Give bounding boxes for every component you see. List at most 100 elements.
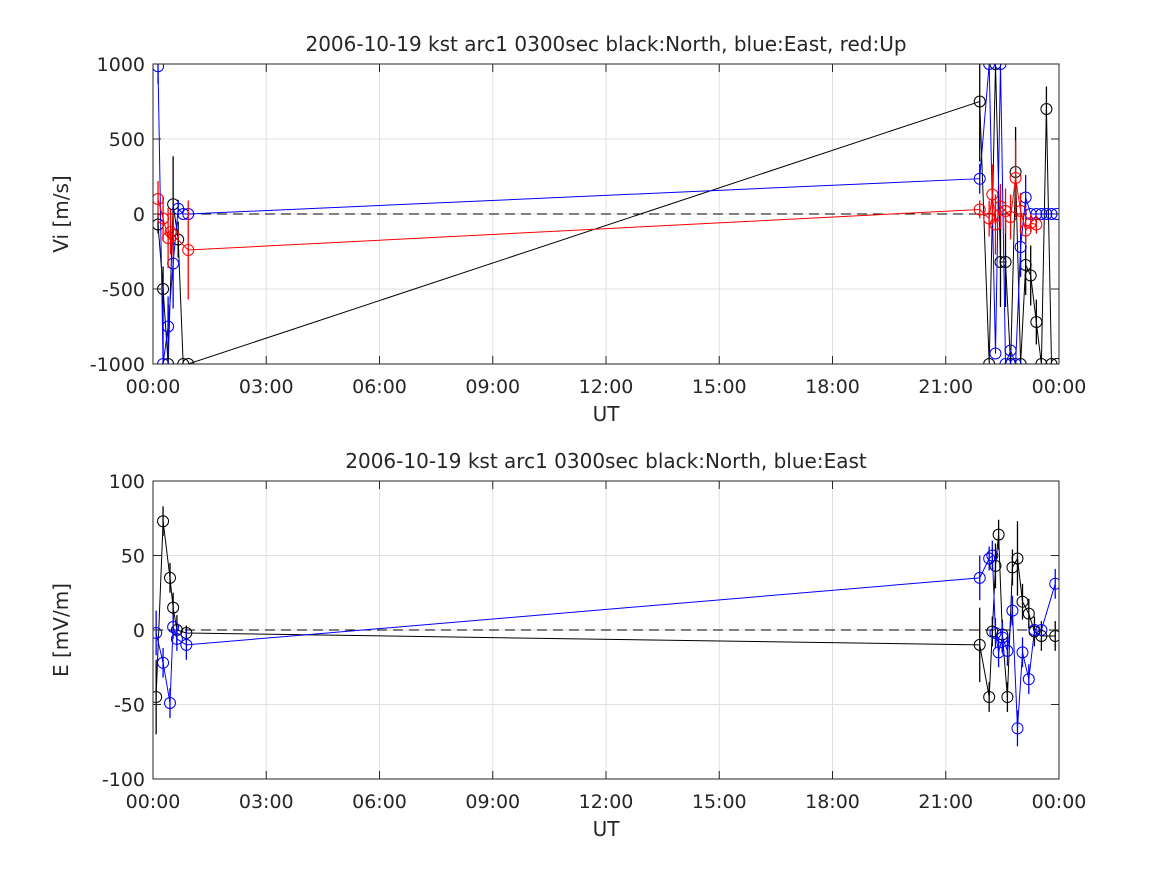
data-point xyxy=(992,528,1005,541)
data-point xyxy=(167,229,180,241)
series-up xyxy=(153,140,1043,300)
x-tick-label: 06:00 xyxy=(352,791,407,813)
data-point xyxy=(153,64,165,73)
data-point xyxy=(1014,241,1027,253)
data-point xyxy=(162,358,175,364)
x-tick-label: 18:00 xyxy=(805,376,860,398)
data-point xyxy=(983,552,996,565)
data-point xyxy=(1028,624,1041,636)
y-tick-label: 100 xyxy=(109,471,145,493)
data-point xyxy=(1014,205,1027,217)
data-point xyxy=(167,621,180,634)
series-line xyxy=(157,64,1057,364)
x-tick-label: 12:00 xyxy=(579,791,634,813)
series-line xyxy=(155,554,1056,729)
chart-panel-2: 00:00 03:00 06:00 09:00 12:00 15:00 18:00 21:00… xyxy=(49,449,1086,841)
data-point xyxy=(1035,208,1048,220)
data-point xyxy=(992,646,1005,659)
data-point xyxy=(157,358,170,364)
data-point xyxy=(1011,722,1024,735)
plot-content xyxy=(153,506,1059,747)
y-tick-label: -500 xyxy=(102,279,145,301)
x-tick-label: 21:00 xyxy=(918,376,973,398)
y-tick-label: 500 xyxy=(109,129,145,151)
x-tick-label: 15:00 xyxy=(692,376,747,398)
data-point xyxy=(157,212,170,225)
data-point xyxy=(1030,218,1043,231)
data-point xyxy=(989,347,1002,360)
x-tick-label: 18:00 xyxy=(805,791,860,813)
chart-title: 2006-10-19 kst arc1 0300sec black:North,… xyxy=(305,32,906,56)
data-point xyxy=(996,631,1009,644)
data-point xyxy=(1035,624,1048,636)
y-tick-label: -1000 xyxy=(90,354,145,376)
data-point xyxy=(983,64,996,70)
chart-panel-1: 00:00 03:00 06:00 09:00 12:00 15:00 18:00 21:00… xyxy=(49,32,1086,426)
x-tick-label: 09:00 xyxy=(465,376,520,398)
data-point xyxy=(986,188,999,201)
data-point xyxy=(163,697,176,710)
chart-title: 2006-10-19 kst arc1 0300sec black:North,… xyxy=(345,449,867,473)
series-east xyxy=(153,540,1059,747)
data-point xyxy=(170,632,183,645)
data-point xyxy=(1030,316,1043,328)
data-point xyxy=(1049,577,1059,590)
data-point xyxy=(1024,217,1037,229)
y-tick-label: 50 xyxy=(121,546,145,568)
data-point xyxy=(177,358,190,364)
data-point xyxy=(180,638,193,651)
tick-marks xyxy=(152,63,1060,365)
data-point xyxy=(153,691,163,704)
x-axis-label: UT xyxy=(593,817,621,841)
data-point xyxy=(1022,673,1035,686)
data-point xyxy=(1014,358,1027,364)
data-point xyxy=(983,358,996,364)
data-point xyxy=(1004,344,1017,357)
y-tick-label: 0 xyxy=(133,204,145,226)
data-point xyxy=(1009,172,1022,184)
tick-marks xyxy=(152,480,1060,780)
x-tick-label: 21:00 xyxy=(918,791,973,813)
y-tick-label: 0 xyxy=(133,620,145,642)
data-point xyxy=(1045,358,1058,364)
x-tick-label: 00:00 xyxy=(126,791,181,813)
plot-content xyxy=(153,64,1059,364)
data-point xyxy=(973,203,986,216)
data-point xyxy=(973,638,986,651)
x-tick-label: 00:00 xyxy=(1032,376,1087,398)
x-tick-label: 09:00 xyxy=(465,791,520,813)
data-point xyxy=(182,358,195,364)
data-point xyxy=(1022,607,1035,620)
data-point xyxy=(157,656,170,669)
data-point xyxy=(1009,358,1022,364)
data-point xyxy=(999,256,1012,268)
data-point xyxy=(1040,103,1053,115)
data-point xyxy=(1006,604,1019,617)
series-line xyxy=(157,64,1057,364)
y-tick-label: -50 xyxy=(114,695,145,717)
data-point xyxy=(983,212,996,225)
data-point xyxy=(1001,644,1014,657)
x-tick-label: 03:00 xyxy=(239,376,294,398)
data-point xyxy=(999,358,1012,364)
x-tick-label: 12:00 xyxy=(579,376,634,398)
data-point xyxy=(1050,208,1059,220)
x-tick-label: 00:00 xyxy=(1032,791,1087,813)
data-point xyxy=(157,515,170,528)
data-point xyxy=(989,626,1002,639)
data-point xyxy=(973,95,986,108)
data-point xyxy=(1016,595,1029,608)
x-tick-label: 15:00 xyxy=(692,791,747,813)
series-line xyxy=(155,521,1056,698)
data-point xyxy=(989,218,1002,231)
data-point xyxy=(994,64,1007,70)
data-point xyxy=(994,256,1007,268)
y-tick-label: -100 xyxy=(102,769,145,791)
x-tick-label: 00:00 xyxy=(126,376,181,398)
data-point xyxy=(153,193,165,205)
data-point xyxy=(167,601,180,614)
data-point xyxy=(1004,211,1017,223)
y-axis-label: E [mV/m] xyxy=(49,583,73,677)
data-point xyxy=(163,571,176,584)
data-point xyxy=(989,64,1002,70)
